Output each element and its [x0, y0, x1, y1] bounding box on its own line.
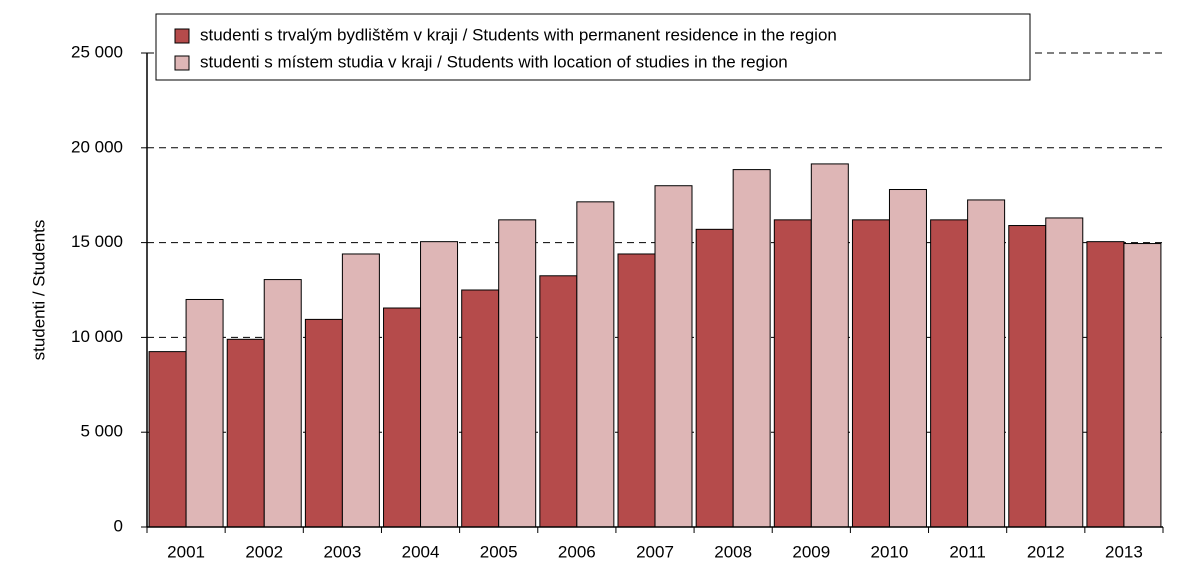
- bar: [383, 307, 422, 528]
- legend-swatch: [174, 28, 190, 44]
- bar: [732, 169, 771, 528]
- bar: [304, 318, 343, 528]
- x-tick-label: 2006: [558, 542, 596, 561]
- bar: [773, 219, 812, 528]
- bar: [226, 338, 265, 528]
- x-tick-label: 2001: [167, 542, 205, 561]
- legend-label: studenti s trvalým bydlištěm v kraji / S…: [200, 25, 837, 44]
- bar: [810, 163, 849, 528]
- x-tick-label: 2004: [402, 542, 440, 561]
- legend-label: studenti s místem studia v kraji / Stude…: [200, 52, 788, 71]
- x-tick-label: 2010: [871, 542, 909, 561]
- bar: [539, 275, 578, 528]
- legend-swatch: [174, 55, 190, 71]
- x-tick-label: 2009: [792, 542, 830, 561]
- y-tick-label: 5 000: [80, 422, 123, 441]
- bar: [617, 253, 656, 528]
- x-tick-label: 2011: [949, 542, 986, 561]
- x-tick-label: 2005: [480, 542, 518, 561]
- legend-box: [155, 13, 1031, 81]
- y-tick-label: 20 000: [71, 137, 123, 156]
- bar: [1123, 243, 1162, 528]
- bar: [461, 289, 500, 528]
- bar: [695, 228, 734, 528]
- bar: [967, 199, 1006, 528]
- bar: [851, 219, 890, 528]
- y-axis-label: studenti / Students: [29, 220, 48, 361]
- bar: [341, 253, 380, 528]
- bar: [576, 201, 615, 528]
- bar: [498, 219, 537, 528]
- x-tick-label: 2007: [636, 542, 674, 561]
- bar: [420, 241, 459, 528]
- x-tick-label: 2013: [1105, 542, 1143, 561]
- y-tick-label: 15 000: [71, 232, 123, 251]
- y-tick-label: 0: [114, 516, 123, 535]
- x-tick-label: 2002: [245, 542, 283, 561]
- x-tick-label: 2003: [323, 542, 361, 561]
- bar: [1008, 225, 1047, 528]
- bar: [654, 185, 693, 528]
- bar: [263, 279, 302, 528]
- bar: [888, 189, 927, 528]
- bar: [930, 219, 969, 528]
- bar: [1045, 217, 1084, 528]
- y-tick-label: 25 000: [71, 42, 123, 61]
- x-tick-label: 2012: [1027, 542, 1065, 561]
- bar: [148, 351, 187, 528]
- bar: [1086, 241, 1125, 528]
- y-tick-label: 10 000: [71, 327, 123, 346]
- bar: [185, 298, 224, 528]
- x-tick-label: 2008: [714, 542, 752, 561]
